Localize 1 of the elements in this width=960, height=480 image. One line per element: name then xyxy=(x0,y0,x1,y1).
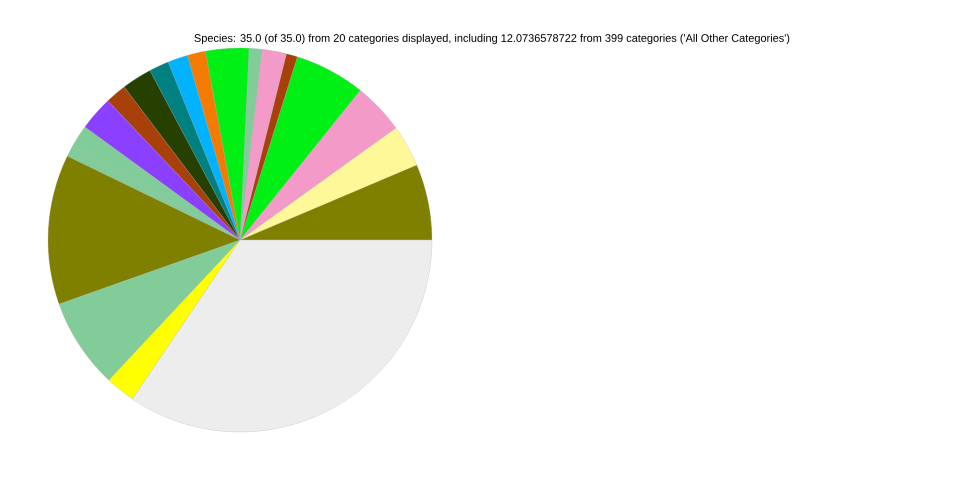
text: Species: 35.0 (of 35.0) from 20 categories displayed, including 12.0736578722 from 399 categories ('All Other Categories') xyxy=(194,34,790,44)
